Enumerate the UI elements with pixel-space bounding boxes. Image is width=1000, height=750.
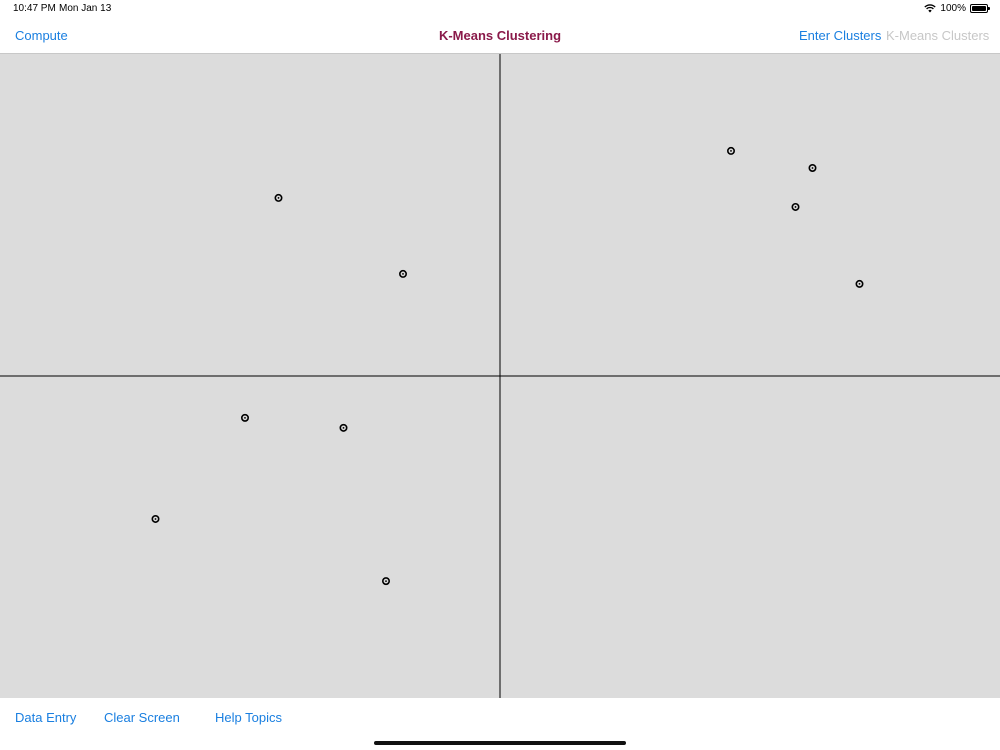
home-indicator — [374, 741, 626, 745]
data-point-6 — [855, 279, 864, 288]
data-point-10 — [381, 577, 390, 586]
data-point-5 — [791, 202, 800, 211]
data-points — [151, 146, 864, 586]
nav-bar: Compute K-Means Clustering Enter Cluster… — [0, 18, 1000, 54]
clear-screen-button[interactable]: Clear Screen — [104, 710, 180, 725]
data-point-7 — [241, 413, 250, 422]
data-point-4 — [808, 163, 817, 172]
status-right: 100% — [924, 3, 990, 14]
help-topics-button[interactable]: Help Topics — [215, 710, 282, 725]
status-bar: 10:47 PM Mon Jan 13 100% — [0, 0, 1000, 18]
data-point-1 — [274, 193, 283, 202]
compute-button[interactable]: Compute — [15, 28, 68, 43]
status-date: Mon Jan 13 — [59, 3, 112, 14]
scatter-plot[interactable] — [0, 54, 1000, 698]
data-entry-button[interactable]: Data Entry — [15, 710, 77, 725]
data-point-8 — [339, 423, 348, 432]
scatter-plot-area[interactable] — [0, 54, 1000, 698]
enter-clusters-button[interactable]: Enter Clusters — [799, 28, 882, 43]
data-point-2 — [398, 269, 407, 278]
battery-icon — [970, 4, 990, 13]
wifi-icon — [924, 4, 937, 13]
data-point-3 — [726, 146, 735, 155]
status-time: 10:47 PM — [13, 3, 56, 14]
battery-percent: 100% — [940, 3, 966, 14]
kmeans-clusters-button[interactable]: K-Means Clusters — [886, 28, 990, 43]
data-point-9 — [151, 514, 160, 523]
